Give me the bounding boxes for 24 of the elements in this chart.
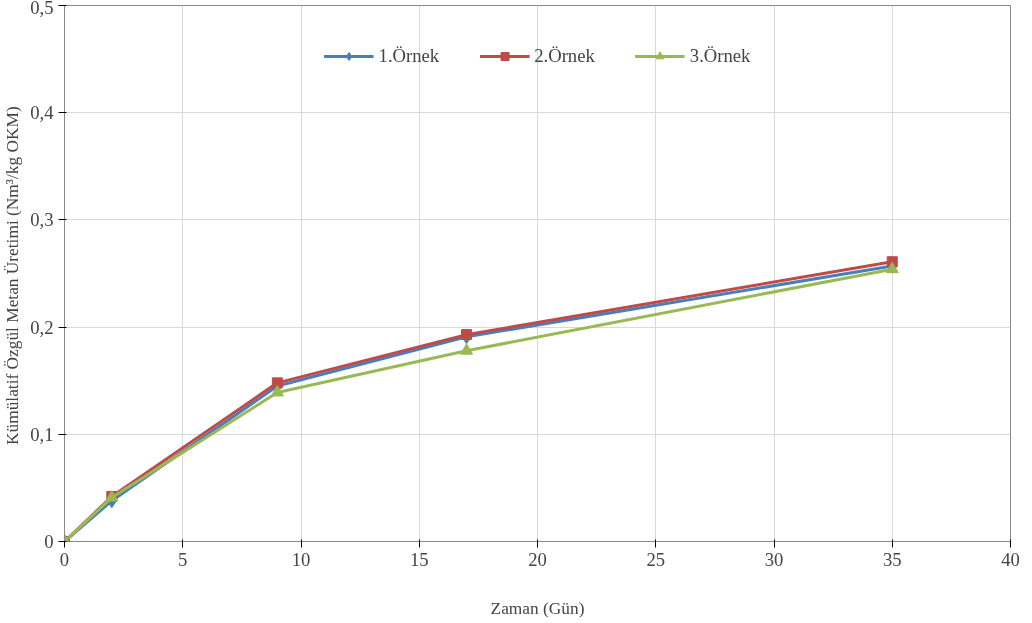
legend-label: 2.Örnek — [534, 45, 595, 67]
y-tick-label: 0 — [44, 531, 54, 552]
x-tick-label: 35 — [882, 548, 902, 570]
point — [270, 385, 284, 397]
y-tick-label: 0,3 — [30, 209, 54, 231]
x-tick-label: 10 — [291, 548, 311, 570]
x-tick-label: 15 — [409, 548, 429, 570]
point — [460, 343, 474, 355]
x-tick-label: 30 — [764, 548, 784, 570]
y-tick-label: 0,2 — [30, 316, 54, 338]
x-axis-title: Zaman (Gün) — [490, 598, 585, 618]
y-tick-label: 0,4 — [30, 102, 55, 124]
x-tick-label: 20 — [528, 548, 547, 570]
y-tick-label: 0,1 — [30, 423, 54, 445]
x-tick-label: 40 — [1001, 548, 1020, 570]
point — [271, 377, 283, 389]
y-tick-label: 0,5 — [30, 0, 54, 18]
legend-label: 3.Örnek — [689, 45, 751, 67]
y-axis-title: Kümülatif Özgül Metan Üretimi (Nm³/kg OKM) — [3, 106, 23, 446]
x-tick-label: 5 — [178, 548, 188, 570]
x-tick-label: 0 — [59, 548, 70, 570]
point — [461, 329, 473, 341]
x-tick-label: 25 — [646, 548, 666, 570]
legend-label: 1.Örnek — [378, 45, 440, 67]
